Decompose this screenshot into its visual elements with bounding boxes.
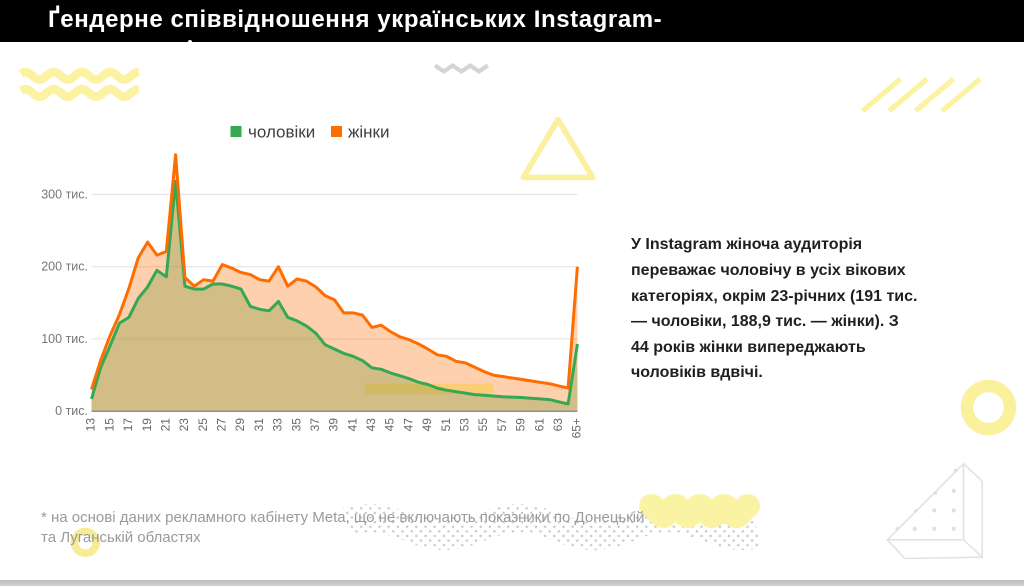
svg-text:300 тис.: 300 тис. (41, 187, 88, 201)
svg-text:55: 55 (476, 418, 490, 432)
svg-text:21: 21 (158, 418, 172, 432)
svg-text:35: 35 (289, 418, 303, 432)
svg-text:49: 49 (420, 418, 434, 432)
svg-text:47: 47 (401, 418, 415, 432)
svg-text:15: 15 (102, 418, 116, 432)
svg-text:65+: 65+ (570, 418, 584, 438)
svg-text:63: 63 (551, 418, 565, 432)
svg-text:200 тис.: 200 тис. (41, 260, 88, 274)
svg-text:37: 37 (308, 418, 322, 432)
svg-text:23: 23 (177, 418, 191, 432)
svg-text:39: 39 (327, 418, 341, 432)
svg-text:59: 59 (514, 418, 528, 432)
svg-text:29: 29 (233, 418, 247, 432)
svg-text:0 тис.: 0 тис. (55, 404, 88, 418)
svg-text:53: 53 (457, 418, 471, 432)
svg-text:17: 17 (121, 418, 135, 432)
svg-text:57: 57 (495, 418, 509, 432)
svg-text:100 тис.: 100 тис. (41, 332, 88, 346)
svg-text:31: 31 (252, 418, 266, 432)
svg-text:45: 45 (383, 418, 397, 432)
svg-text:25: 25 (196, 418, 210, 432)
svg-text:51: 51 (439, 418, 453, 432)
svg-text:33: 33 (271, 418, 285, 432)
svg-text:41: 41 (345, 418, 359, 432)
svg-text:чоловіки: чоловіки (248, 123, 315, 142)
svg-text:13: 13 (84, 418, 98, 432)
svg-text:19: 19 (140, 418, 154, 432)
svg-text:43: 43 (364, 418, 378, 432)
svg-text:61: 61 (532, 418, 546, 432)
svg-text:жінки: жінки (348, 123, 389, 142)
svg-text:27: 27 (214, 418, 228, 432)
